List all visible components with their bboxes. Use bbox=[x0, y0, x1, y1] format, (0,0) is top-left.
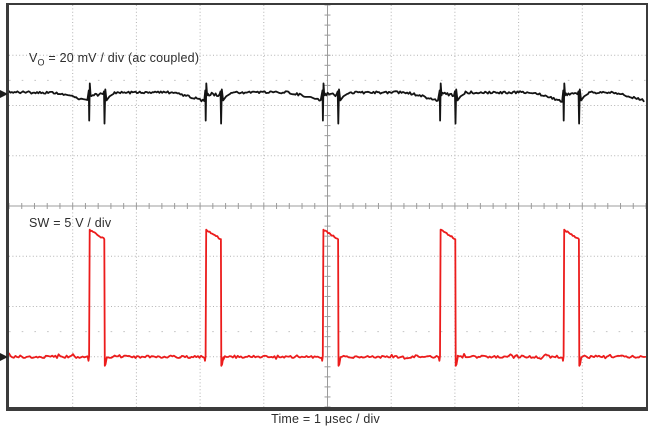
sw-trace bbox=[9, 228, 646, 367]
time-axis-label: Time = 1 μsec / div bbox=[271, 412, 380, 426]
vo-label-symbol: V bbox=[29, 51, 38, 65]
vo-reference-arrow-icon bbox=[0, 89, 8, 98]
vo-label-scale: = 20 mV / div (ac coupled) bbox=[44, 51, 200, 65]
vo-trace-label: VO = 20 mV / div (ac coupled) bbox=[29, 51, 200, 68]
vo-label-subscript: O bbox=[37, 57, 45, 68]
sw-reference-arrow-icon bbox=[0, 352, 8, 361]
scope-plot-svg bbox=[9, 5, 646, 407]
sw-trace-label: SW = 5 V / div bbox=[29, 216, 112, 230]
vo-trace bbox=[9, 82, 645, 125]
scope-graticule-frame bbox=[6, 3, 648, 411]
